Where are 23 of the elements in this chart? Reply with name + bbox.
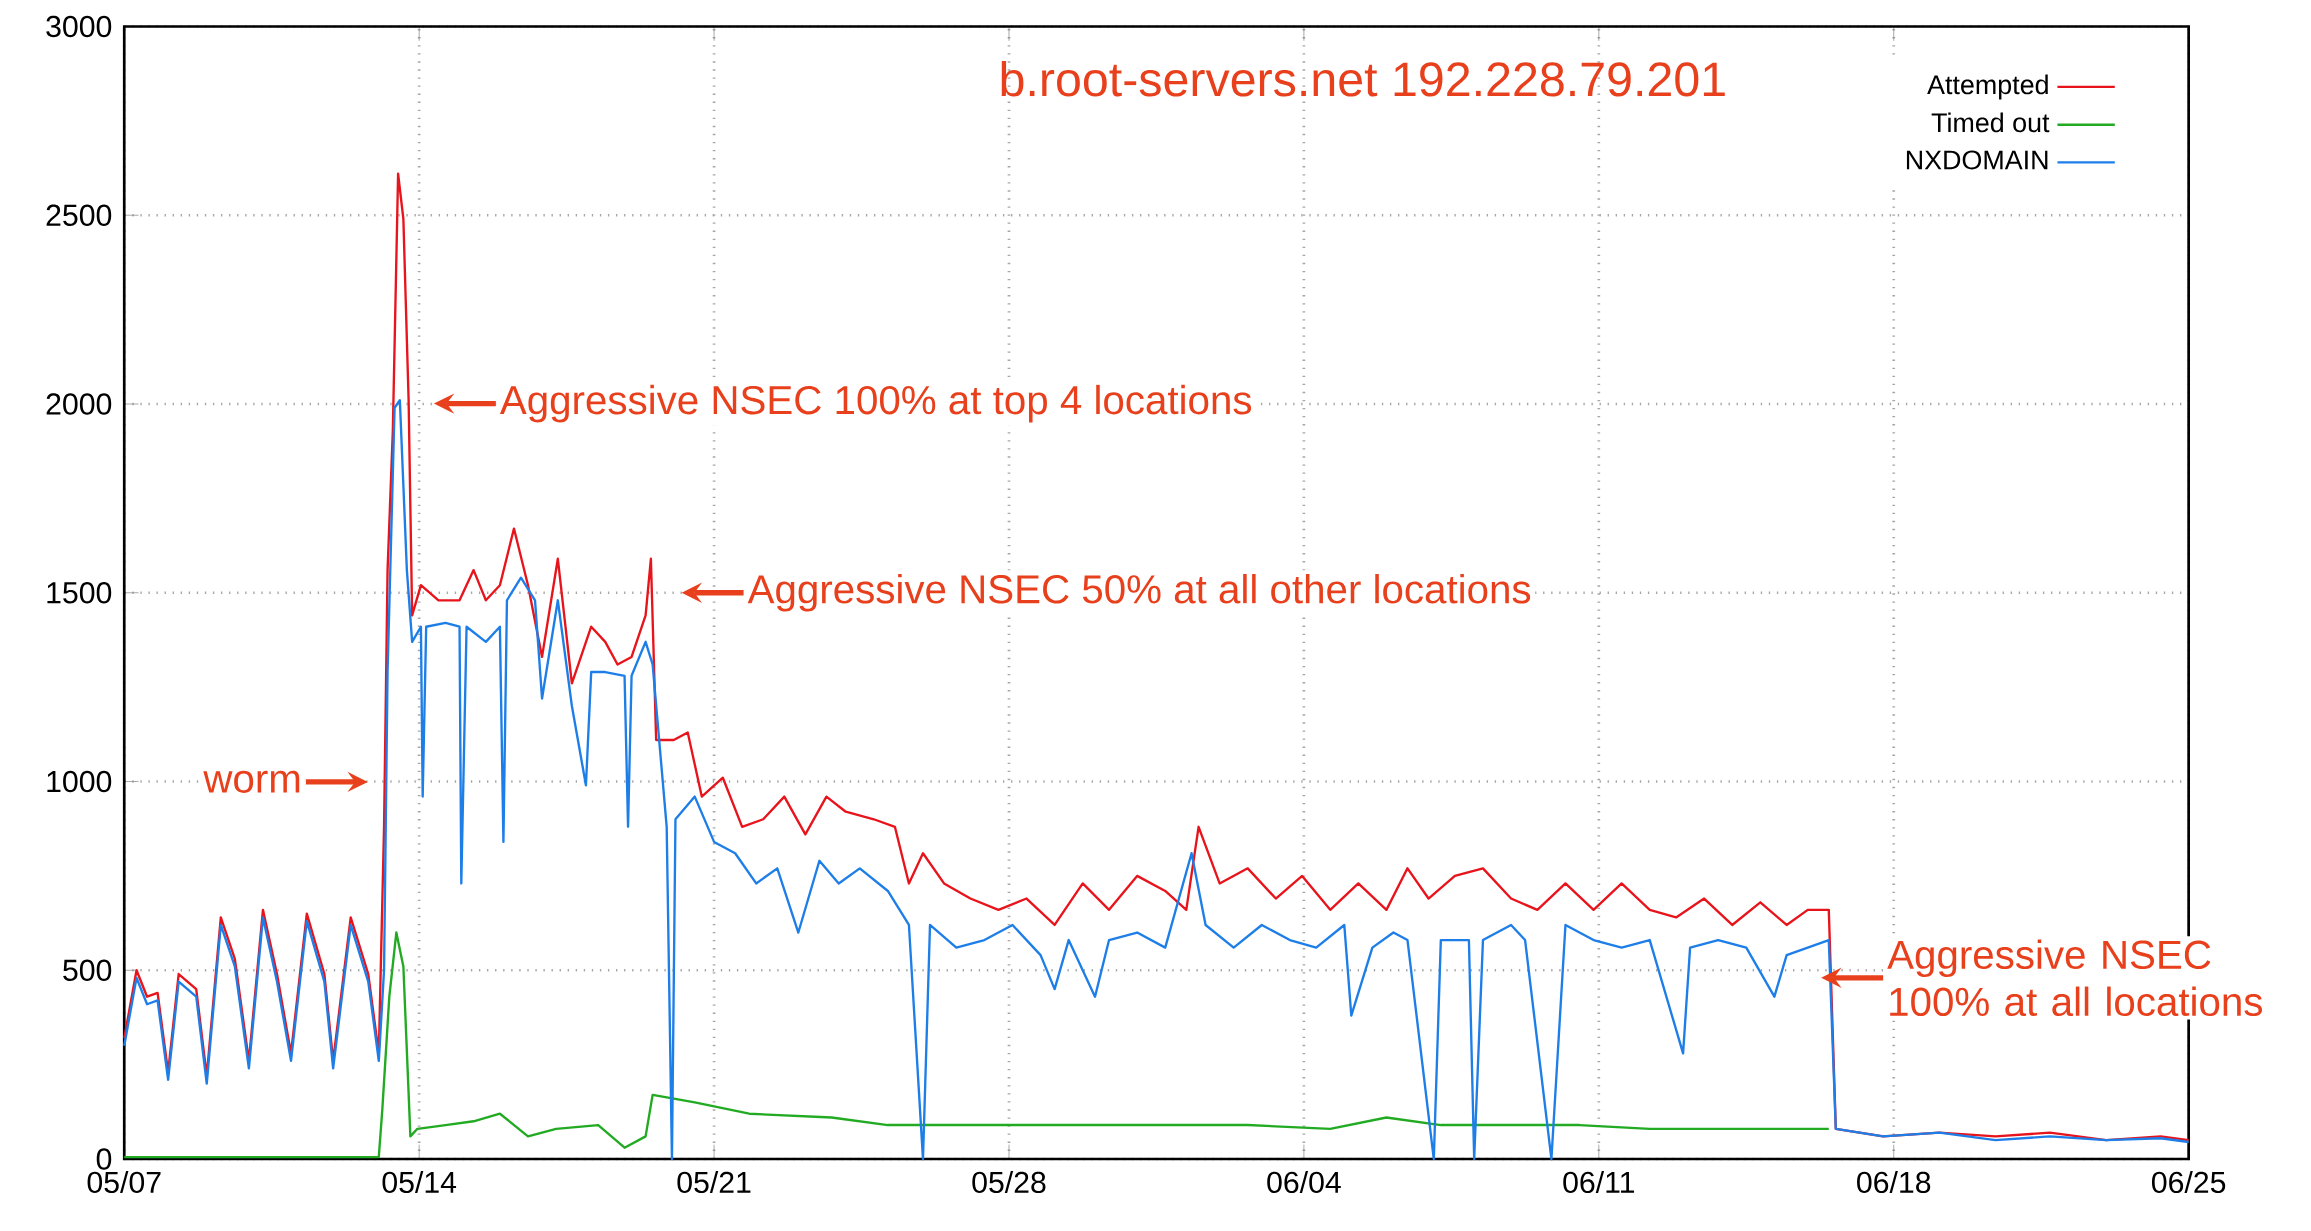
annotation: Aggressive NSEC 100% at all locations xyxy=(1887,939,2263,1017)
legend-label: Timed out xyxy=(1931,112,2050,133)
x-tick-label: 06/18 xyxy=(1857,1171,1931,1194)
y-tick-label: 1000 xyxy=(47,770,112,793)
annotation: worm xyxy=(203,770,300,794)
text: b.root-servers.net 192.228.79.201 xyxy=(1001,61,1725,97)
x-tick-label: 05/07 xyxy=(87,1171,161,1194)
y-tick-label: 2500 xyxy=(46,204,112,227)
x-tick-label: 05/28 xyxy=(972,1171,1046,1194)
legend-label: Attempted xyxy=(1927,74,2048,100)
y-tick-label: 0 xyxy=(96,1148,112,1170)
x-tick-label: 06/04 xyxy=(1267,1171,1341,1194)
x-tick-label: 05/14 xyxy=(382,1171,457,1194)
annotation: Aggressive NSEC 50% at all other locations xyxy=(747,574,1531,612)
y-tick-label: 500 xyxy=(63,959,112,982)
y-tick-label: 2000 xyxy=(46,393,112,415)
legend-label: NXDOMAIN xyxy=(1906,150,2048,170)
x-tick-label: 06/11 xyxy=(1563,1171,1635,1194)
y-tick-label: 3000 xyxy=(46,15,112,38)
y-tick-label: 1500 xyxy=(47,582,112,604)
annotation: Aggressive NSEC 100% at top 4 locations xyxy=(499,384,1252,423)
x-tick-label: 05/21 xyxy=(677,1171,751,1194)
x-tick-label: 06/25 xyxy=(2151,1171,2226,1194)
